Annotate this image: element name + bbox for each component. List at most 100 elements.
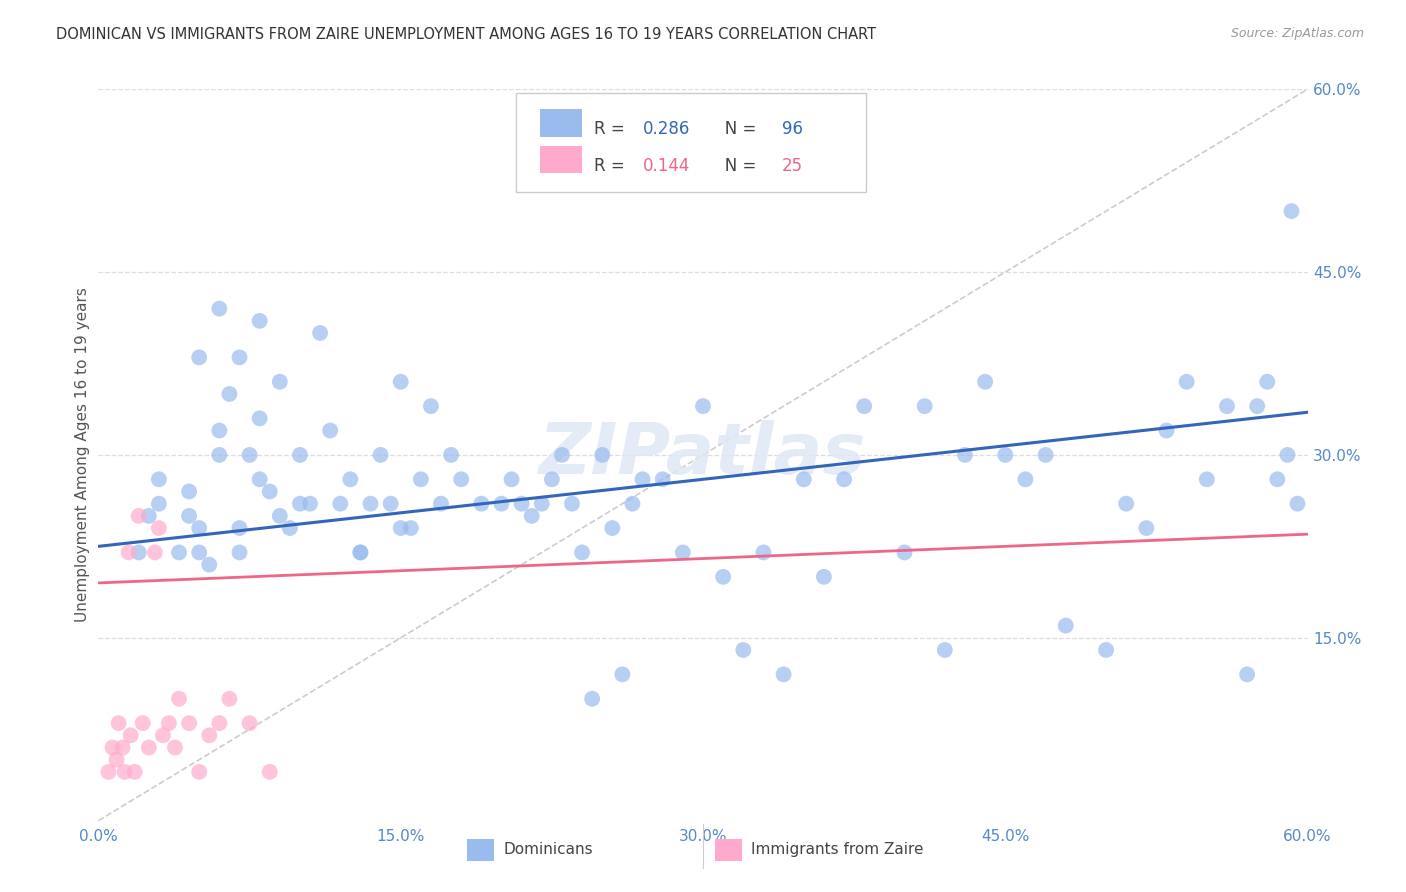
Point: [148, 472, 170, 486]
Point: [198, 728, 221, 742]
Point: [1216, 399, 1239, 413]
Point: [278, 521, 301, 535]
Point: [974, 375, 997, 389]
FancyBboxPatch shape: [540, 109, 582, 136]
Text: N =: N =: [709, 120, 762, 138]
Point: [188, 545, 211, 559]
Point: [179, 716, 201, 731]
Text: DOMINICAN VS IMMIGRANTS FROM ZAIRE UNEMPLOYMENT AMONG AGES 16 TO 19 YEARS CORREL: DOMINICAN VS IMMIGRANTS FROM ZAIRE UNEMP…: [56, 27, 876, 42]
Point: [1256, 375, 1278, 389]
Point: [208, 448, 231, 462]
Point: [152, 728, 174, 742]
FancyBboxPatch shape: [467, 838, 494, 861]
Point: [1156, 424, 1178, 438]
Text: R =: R =: [595, 120, 630, 138]
Point: [239, 448, 262, 462]
Point: [934, 643, 956, 657]
Point: [450, 472, 472, 486]
Point: [138, 740, 160, 755]
Point: [793, 472, 815, 486]
Point: [914, 399, 936, 413]
Point: [118, 545, 141, 559]
Point: [228, 545, 250, 559]
Point: [1115, 497, 1137, 511]
Point: [399, 521, 422, 535]
Point: [1277, 448, 1299, 462]
Point: [143, 545, 166, 559]
Point: [551, 448, 574, 462]
Text: N =: N =: [709, 157, 762, 175]
Point: [591, 448, 613, 462]
Point: [953, 448, 976, 462]
Point: [288, 448, 311, 462]
Point: [138, 508, 160, 523]
Point: [128, 508, 150, 523]
Point: [1281, 204, 1303, 219]
Text: 96: 96: [782, 120, 803, 138]
Point: [148, 497, 170, 511]
FancyBboxPatch shape: [540, 145, 582, 173]
Point: [501, 472, 523, 486]
Point: [541, 472, 564, 486]
Point: [380, 497, 402, 511]
Point: [319, 424, 342, 438]
Point: [105, 753, 128, 767]
Point: [167, 545, 190, 559]
Point: [520, 508, 543, 523]
Text: 0.144: 0.144: [643, 157, 690, 175]
Point: [389, 521, 412, 535]
Point: [120, 728, 142, 742]
Point: [1236, 667, 1258, 681]
Point: [124, 764, 146, 779]
Point: [571, 545, 593, 559]
Point: [269, 375, 291, 389]
Point: [530, 497, 553, 511]
Point: [188, 764, 211, 779]
Point: [349, 545, 371, 559]
Point: [612, 667, 634, 681]
Point: [179, 508, 201, 523]
Point: [259, 484, 281, 499]
Point: [752, 545, 775, 559]
Point: [621, 497, 644, 511]
Point: [128, 545, 150, 559]
Point: [249, 314, 271, 328]
Point: [1035, 448, 1057, 462]
Point: [1267, 472, 1289, 486]
Point: [114, 764, 136, 779]
Point: [239, 716, 262, 731]
Point: [249, 472, 271, 486]
Point: [309, 326, 332, 340]
Point: [733, 643, 755, 657]
Point: [111, 740, 134, 755]
Point: [299, 497, 322, 511]
Text: Immigrants from Zaire: Immigrants from Zaire: [751, 842, 924, 857]
Point: [832, 472, 855, 486]
Point: [389, 375, 412, 389]
Point: [1175, 375, 1198, 389]
Text: 25: 25: [782, 157, 803, 175]
Point: [430, 497, 453, 511]
Point: [1014, 472, 1036, 486]
Point: [1095, 643, 1118, 657]
Text: R =: R =: [595, 157, 630, 175]
Point: [1286, 497, 1309, 511]
Point: [1195, 472, 1218, 486]
Point: [198, 558, 221, 572]
Point: [692, 399, 714, 413]
Text: 0.286: 0.286: [643, 120, 690, 138]
Point: [893, 545, 915, 559]
Point: [491, 497, 513, 511]
Point: [672, 545, 695, 559]
Point: [188, 351, 211, 365]
Point: [107, 716, 129, 731]
Point: [218, 691, 240, 706]
Point: [339, 472, 361, 486]
Point: [249, 411, 271, 425]
Point: [470, 497, 492, 511]
Point: [148, 521, 170, 535]
Point: [188, 521, 211, 535]
Point: [208, 301, 231, 316]
Point: [602, 521, 624, 535]
Point: [994, 448, 1017, 462]
